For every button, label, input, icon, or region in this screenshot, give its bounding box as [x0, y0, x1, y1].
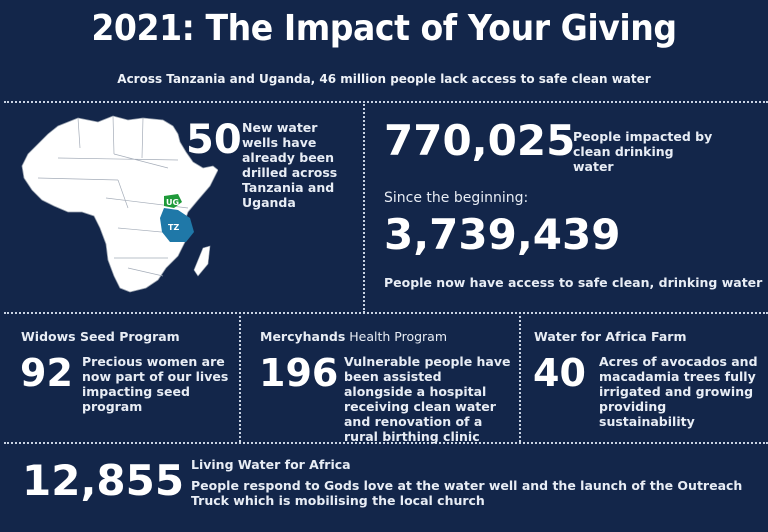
tanzania-label: TZ — [168, 223, 179, 232]
uganda-label: UG — [166, 198, 179, 207]
program-title-bold: Water for Africa Farm — [534, 329, 687, 344]
divider-mid-right — [519, 312, 521, 442]
page-subtitle: Across Tanzania and Uganda, 46 million p… — [117, 72, 651, 86]
africa-map: UG TZ — [18, 108, 219, 308]
program-number: 92 — [20, 351, 73, 395]
wells-number: 50 — [186, 117, 242, 163]
program-title-light: Health Program — [345, 329, 447, 344]
total-number: 3,739,439 — [384, 210, 621, 259]
wells-description: New water wells have already been drille… — [242, 120, 338, 210]
program-number: 40 — [533, 351, 586, 395]
program-title-bold: Mercyhands — [260, 329, 346, 344]
program-title: Mercyhands Health Program — [260, 329, 447, 344]
impact-number: 770,025 — [384, 116, 576, 165]
program-description: Vulnerable people have been assisted alo… — [344, 354, 511, 444]
impact-description: People impacted by clean drinking water — [573, 129, 713, 174]
program-title: Water for Africa Farm — [534, 329, 686, 344]
program-description: Acres of avocados and macadamia trees fu… — [599, 354, 758, 429]
divider-mid-left — [239, 312, 241, 442]
program-title: Widows Seed Program — [21, 329, 180, 344]
living-water-number: 12,855 — [22, 456, 185, 505]
page-title: 2021: The Impact of Your Giving — [91, 8, 677, 49]
divider-top-vertical — [363, 101, 365, 313]
since-label: Since the beginning: — [384, 190, 529, 206]
program-description: Precious women are now part of our lives… — [82, 354, 229, 414]
total-description: People now have access to safe clean, dr… — [384, 275, 763, 290]
divider-middle — [4, 312, 768, 314]
divider-bottom — [4, 442, 768, 444]
divider-top — [4, 101, 768, 103]
living-water-title: Living Water for Africa — [191, 457, 351, 472]
africa-map-icon: UG TZ — [21, 115, 219, 293]
living-water-description: People respond to Gods love at the water… — [191, 478, 743, 508]
program-title-bold: Widows Seed Program — [21, 329, 180, 344]
program-number: 196 — [259, 351, 339, 395]
